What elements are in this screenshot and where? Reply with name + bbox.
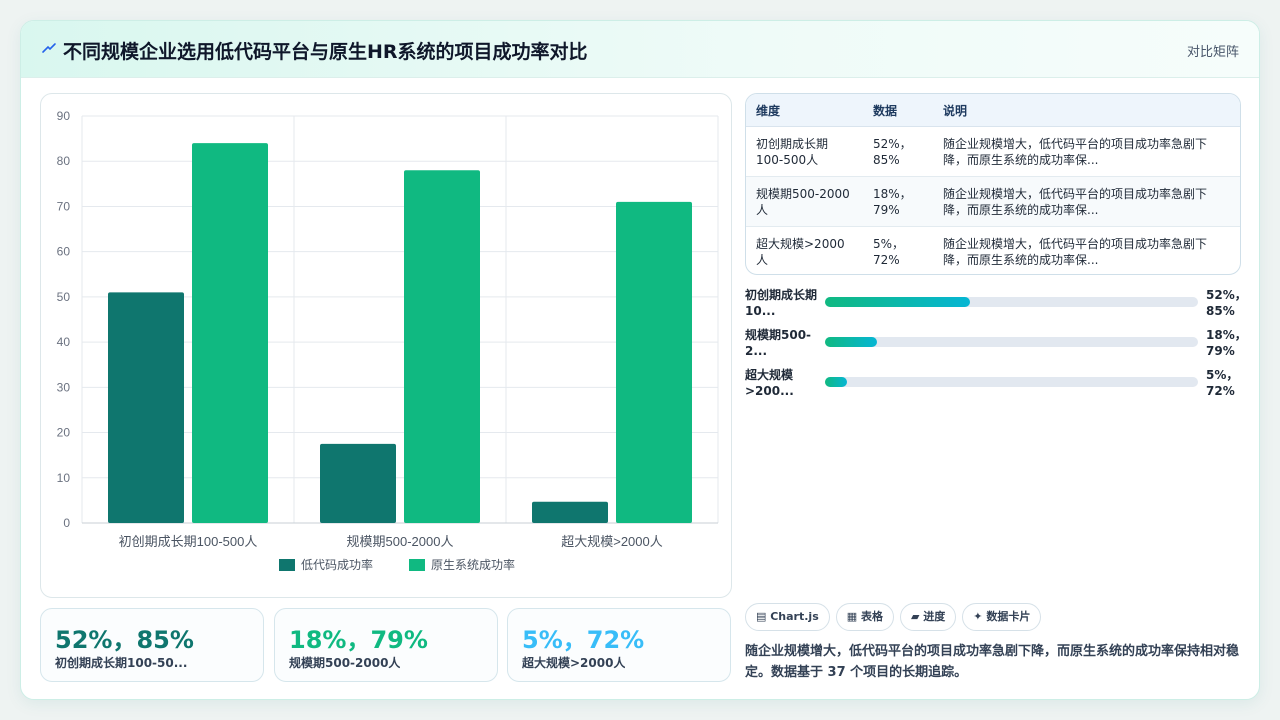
y-tick-label: 50 [57, 290, 71, 304]
x-tick-label: 规模期500-2000人 [347, 534, 454, 549]
bar [320, 443, 396, 523]
y-tick-label: 10 [57, 471, 71, 485]
progress-icon: ▰ [910, 610, 924, 623]
y-tick-label: 40 [57, 335, 71, 349]
card-icon: ✦ [973, 610, 987, 623]
progress-row: 规模期500-2... 18%，79% [745, 327, 1247, 361]
progress-value: 52%，85% [1206, 288, 1247, 318]
chip-data-card[interactable]: ✦ 数据卡片 [962, 603, 1042, 631]
y-tick-label: 70 [57, 199, 71, 213]
table-row: 规模期500-2000人 18%，79% 随企业规模增大，低代码平台的项目成功率… [746, 176, 1240, 227]
progress-label: 初创期成长期10... [745, 288, 818, 318]
header-bar: 不同规模企业选用低代码平台与原生HR系统的项目成功率对比 对比矩阵 [21, 21, 1259, 78]
y-tick-label: 90 [57, 109, 71, 123]
data-table: 维度 数据 说明 初创期成长期100-500人 52%，85% 随企业规模增大，… [745, 93, 1241, 275]
stat-label: 初创期成长期100-50... [55, 656, 188, 670]
tech-chip-row: ▤ Chart.js ▦ 表格 ▰ 进度 ✦ 数据卡片 [745, 603, 1047, 631]
stat-label: 超大规模>2000人 [522, 656, 626, 670]
column-header: 维度 [746, 94, 863, 127]
progress-value: 18%，79% [1206, 328, 1247, 358]
legend-swatch [279, 559, 295, 571]
progress-label: 超大规模>200... [745, 368, 794, 398]
cell-description: 随企业规模增大，低代码平台的项目成功率急剧下降，而原生系统的成功率保... [933, 176, 1240, 227]
cell-description: 随企业规模增大，低代码平台的项目成功率急剧下降，而原生系统的成功率保... [933, 126, 1240, 177]
stat-value: 5%，72% [522, 626, 645, 654]
stat-value: 52%，85% [55, 626, 194, 654]
bar [532, 501, 608, 523]
cell-data: 52%，85% [863, 126, 933, 177]
chip-progress[interactable]: ▰ 进度 [899, 603, 957, 631]
bar [404, 170, 480, 523]
cell-dimension: 超大规模>2000人 [756, 236, 845, 267]
legend-label: 低代码成功率 [301, 557, 373, 572]
table-row: 初创期成长期100-500人 52%，85% 随企业规模增大，低代码平台的项目成… [746, 126, 1240, 177]
y-tick-label: 20 [57, 426, 71, 440]
progress-row: 初创期成长期10... 52%，85% [745, 287, 1247, 321]
x-tick-label: 超大规模>2000人 [561, 534, 663, 549]
legend-swatch [409, 559, 425, 571]
cell-dimension: 初创期成长期100-500人 [746, 126, 863, 177]
chart-icon: ▤ [756, 610, 771, 623]
table-icon: ▦ [846, 610, 861, 623]
dashboard-card: 不同规模企业选用低代码平台与原生HR系统的项目成功率对比 对比矩阵 0 10 20 3… [20, 20, 1260, 700]
summary-note: 随企业规模增大，低代码平台的项目成功率急剧下降，而原生系统的成功率保持相对稳定。… [745, 644, 1240, 680]
view-tag: 对比矩阵 [1186, 45, 1239, 60]
chip-table[interactable]: ▦ 表格 [835, 603, 894, 631]
stat-value: 18%，79% [289, 626, 428, 654]
bar [108, 292, 184, 523]
stat-card: 18%，79% 规模期500-2000人 [274, 608, 498, 682]
bar-chart-panel: 0 10 20 30 40 50 60 70 80 90 初创期成长期100-500人 规模期500-… [40, 93, 732, 598]
x-tick-label: 初创期成长期100-500人 [119, 534, 258, 549]
progress-row: 超大规模>200... 5%，72% [745, 367, 1239, 401]
cell-data: 5%，72% [873, 236, 905, 267]
lightning-icon [42, 43, 56, 53]
y-tick-label: 80 [57, 154, 71, 168]
bar [616, 201, 692, 523]
bar [192, 143, 268, 523]
progress-track [825, 377, 1198, 387]
cell-dimension: 规模期500-2000人 [746, 176, 863, 227]
column-header: 说明 [933, 94, 1240, 127]
stat-card: 5%，72% 超大规模>2000人 [507, 608, 731, 682]
progress-value: 5%，72% [1206, 368, 1239, 398]
y-tick-label: 60 [57, 245, 71, 259]
legend-label: 原生系统成功率 [431, 557, 515, 572]
progress-track [825, 297, 1198, 307]
progress-label: 规模期500-2... [745, 328, 812, 358]
progress-fill [825, 377, 848, 387]
progress-fill [825, 297, 971, 307]
stat-label: 规模期500-2000人 [289, 656, 401, 670]
stat-card: 52%，85% 初创期成长期100-50... [40, 608, 264, 682]
chip-chartjs[interactable]: ▤ Chart.js [745, 603, 830, 631]
bar-chart: 0 10 20 30 40 50 60 70 80 90 初创期成长期100-500人 规模期500-… [57, 109, 719, 572]
cell-description: 随企业规模增大，低代码平台的项目成功率急剧下降，而原生系统的成功率保... [943, 236, 1208, 267]
cell-data: 18%，79% [863, 176, 933, 227]
column-header: 数据 [863, 94, 933, 127]
progress-fill [825, 337, 878, 347]
y-tick-label: 0 [63, 516, 70, 530]
table-header-row: 维度 数据 说明 [746, 94, 1240, 127]
y-tick-label: 30 [57, 380, 71, 394]
page-title: 不同规模企业选用低代码平台与原生HR系统的项目成功率对比 [63, 41, 588, 63]
table-row: 超大规模>2000人 5%，72% 随企业规模增大，低代码平台的项目成功率急剧下… [746, 227, 1240, 275]
progress-track [825, 337, 1198, 347]
